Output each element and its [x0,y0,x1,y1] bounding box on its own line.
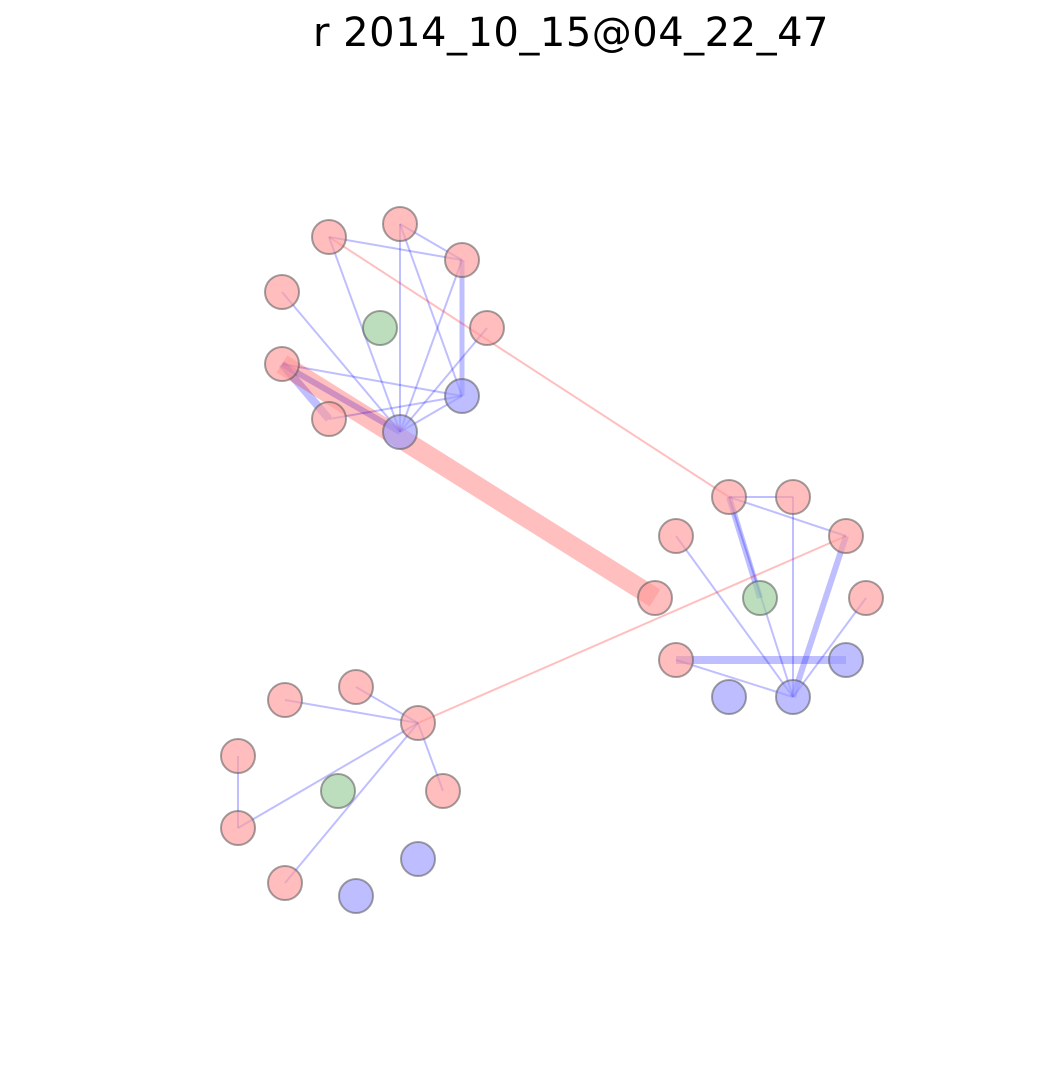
node-c5 [400,705,436,741]
node-a6 [264,346,300,382]
edge-a7-a9 [328,395,463,420]
edge-a5-a10 [399,327,488,433]
edge-c1-c5 [284,699,419,724]
node-a7 [311,401,347,437]
edge-a1-a3 [328,236,463,261]
node-a2 [382,206,418,242]
node-a3 [444,242,480,278]
node-b8 [742,580,778,616]
node-c8 [320,773,356,809]
node-c9 [400,841,436,877]
node-b6 [658,642,694,678]
node-c4 [220,810,256,846]
edge-a6-a9 [281,363,463,397]
edge-a6-b7 [276,355,661,607]
node-b9 [828,642,864,678]
edge-b3-c5 [417,535,847,724]
node-a8 [362,310,398,346]
node-b2 [658,518,694,554]
graph-title: r 2014_10_15@04_22_47 [313,10,829,56]
node-c10 [338,878,374,914]
node-c6 [425,773,461,809]
node-a5 [469,310,505,346]
edge-b2-b10 [675,535,794,698]
node-c3 [220,738,256,774]
edge-a3-a10 [399,259,463,433]
edge-a2-a9 [399,223,463,397]
node-b11 [711,679,747,715]
node-a9 [444,378,480,414]
edge-b3-b10 [790,535,849,698]
edge-b6-b10 [675,659,794,698]
edge-b5-b10 [792,597,867,698]
node-b3 [828,518,864,554]
node-b4 [775,479,811,515]
node-c2 [338,669,374,705]
node-layer [220,206,884,914]
node-b1 [711,479,747,515]
node-b5 [848,580,884,616]
edge-c5-c4 [237,722,419,829]
node-b10 [775,679,811,715]
edge-c5-c7 [284,722,419,884]
node-a4 [264,274,300,310]
node-b7 [637,580,673,616]
node-a10 [382,414,418,450]
edge-a6-a10 [280,361,402,435]
edge-a1-b1 [328,236,730,498]
node-c1 [267,682,303,718]
edge-b1-b3 [728,496,847,537]
edge-a4-a10 [281,291,401,433]
node-a1 [311,219,347,255]
node-c7 [267,865,303,901]
